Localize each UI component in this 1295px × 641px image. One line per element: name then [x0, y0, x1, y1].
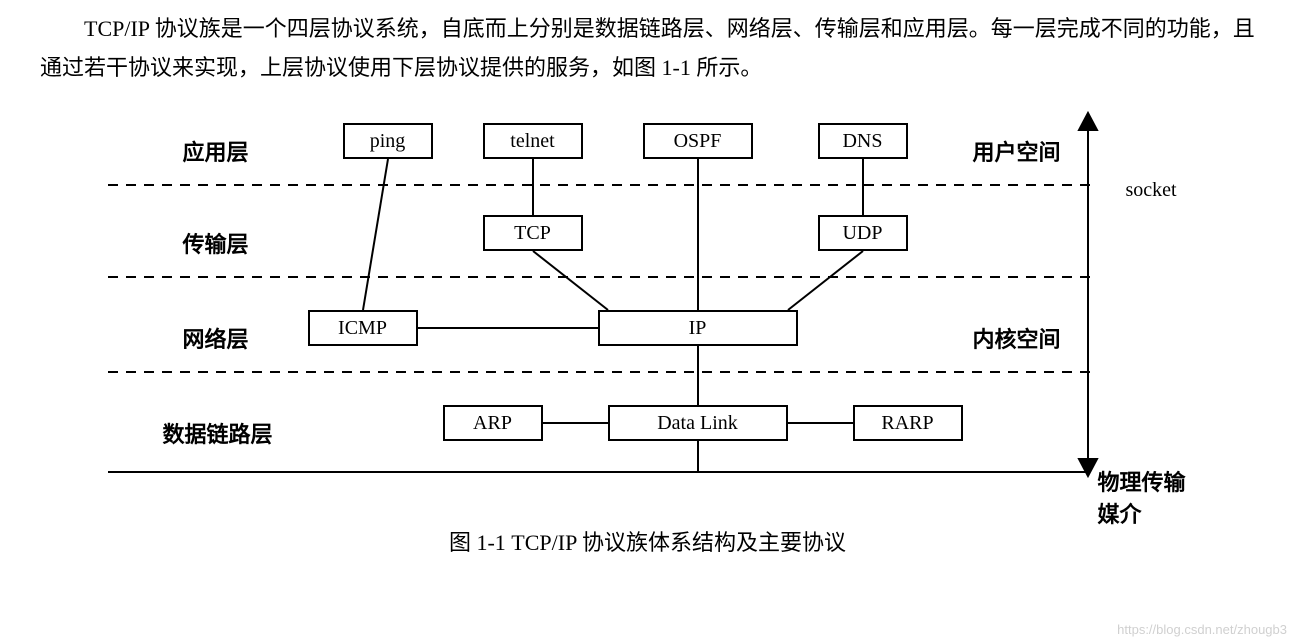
proto-datalink: Data Link — [608, 405, 788, 441]
space-label-0: 用户空间 — [973, 135, 1061, 167]
proto-arp: ARP — [443, 405, 543, 441]
space-label-1: 内核空间 — [973, 322, 1061, 354]
proto-ip: IP — [598, 310, 798, 346]
side-label-0: socket — [1126, 179, 1177, 202]
proto-udp: UDP — [818, 215, 908, 251]
tcpip-diagram: ping telnet OSPF DNS TCP UDP ICMP IP ARP Data Lin… — [98, 97, 1198, 517]
proto-tcp: TCP — [483, 215, 583, 251]
proto-telnet: telnet — [483, 123, 583, 159]
layer-label-link: 数据链路层 — [163, 417, 273, 449]
proto-ospf: OSPF — [643, 123, 753, 159]
layer-label-net: 网络层 — [183, 322, 249, 354]
layer-label-trans: 传输层 — [183, 227, 249, 259]
layer-label-app: 应用层 — [183, 135, 249, 167]
figure-caption: 图 1-1 TCP/IP 协议族体系结构及主要协议 — [40, 525, 1255, 557]
side-label-1: 物理传输媒介 — [1098, 465, 1198, 529]
intro-paragraph: TCP/IP 协议族是一个四层协议系统，自底而上分别是数据链路层、网络层、传输层… — [40, 10, 1255, 87]
proto-dns: DNS — [818, 123, 908, 159]
watermark-text: https://blog.csdn.net/zhougb3 — [1117, 622, 1287, 637]
proto-ping: ping — [343, 123, 433, 159]
proto-rarp: RARP — [853, 405, 963, 441]
proto-icmp: ICMP — [308, 310, 418, 346]
